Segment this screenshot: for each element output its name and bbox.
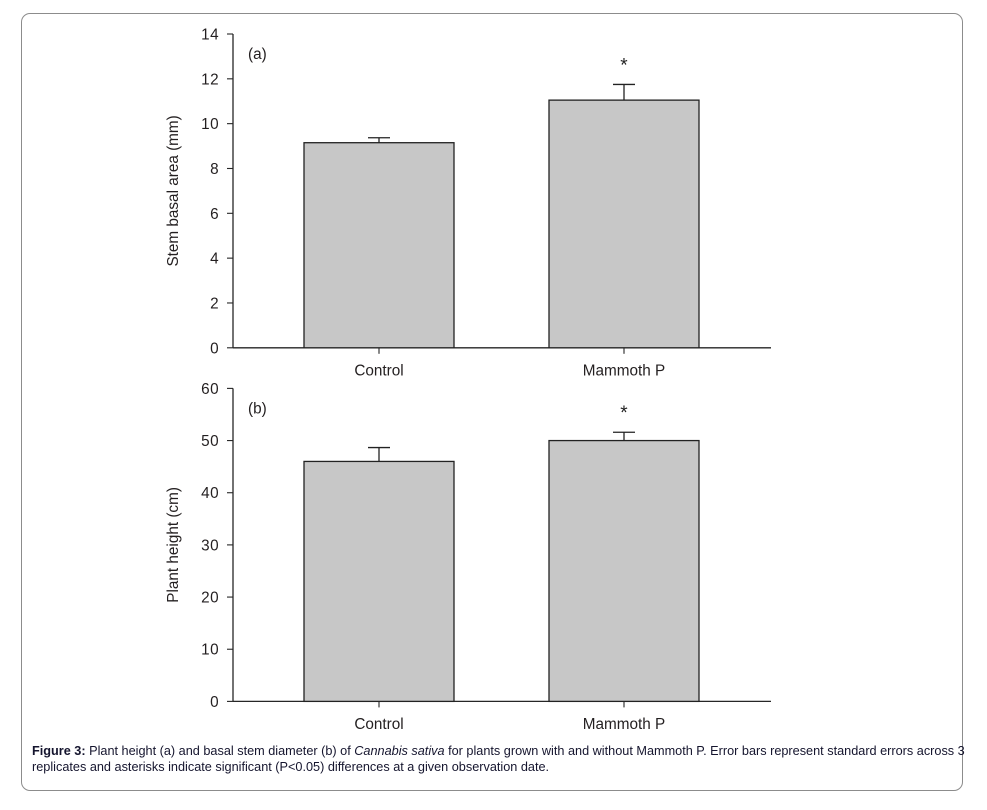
svg-text:40: 40 xyxy=(201,485,219,502)
svg-text:20: 20 xyxy=(201,590,219,607)
svg-text:0: 0 xyxy=(210,340,219,357)
svg-text:(a): (a) xyxy=(248,46,267,63)
svg-text:Stem basal area (mm): Stem basal area (mm) xyxy=(165,115,182,266)
svg-text:0: 0 xyxy=(210,694,219,711)
svg-text:(b): (b) xyxy=(248,400,267,417)
svg-text:14: 14 xyxy=(201,27,219,44)
svg-text:12: 12 xyxy=(201,71,219,88)
svg-text:*: * xyxy=(620,403,628,424)
svg-text:4: 4 xyxy=(210,251,219,268)
svg-text:30: 30 xyxy=(201,537,219,554)
svg-text:Plant height (cm): Plant height (cm) xyxy=(165,487,182,603)
svg-text:Control: Control xyxy=(354,716,403,733)
svg-text:10: 10 xyxy=(201,116,219,133)
svg-text:Control: Control xyxy=(354,362,403,379)
svg-text:60: 60 xyxy=(201,381,219,398)
svg-text:Mammoth P: Mammoth P xyxy=(583,362,665,379)
svg-text:*: * xyxy=(620,55,628,76)
svg-text:Mammoth P: Mammoth P xyxy=(583,716,665,733)
svg-text:10: 10 xyxy=(201,642,219,659)
svg-text:6: 6 xyxy=(210,206,219,223)
svg-text:50: 50 xyxy=(201,433,219,450)
svg-text:2: 2 xyxy=(210,295,219,312)
svg-text:8: 8 xyxy=(210,161,219,178)
